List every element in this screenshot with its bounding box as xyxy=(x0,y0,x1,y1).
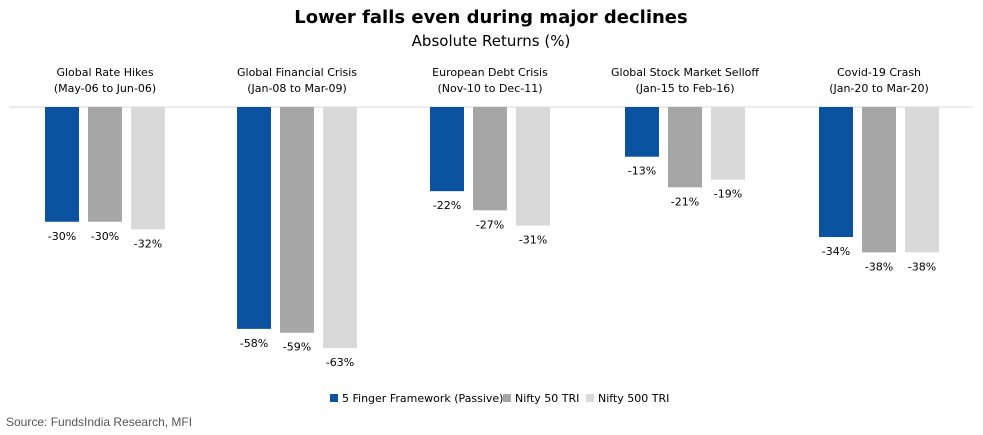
chart-subtitle: Absolute Returns (%) xyxy=(412,32,571,50)
data-label: -22% xyxy=(433,199,461,212)
bar xyxy=(280,107,314,333)
bar xyxy=(430,107,464,192)
legend-label: Nifty 50 TRI xyxy=(515,392,579,405)
bar xyxy=(45,107,79,222)
data-label: -30% xyxy=(91,230,119,243)
bar xyxy=(625,107,659,157)
bar xyxy=(516,107,550,226)
data-label: -30% xyxy=(48,230,76,243)
data-label: -38% xyxy=(908,260,936,273)
chart-title: Lower falls even during major declines xyxy=(294,7,687,28)
group-label-period: (May-06 to Jun-06) xyxy=(54,82,156,95)
bar xyxy=(131,107,165,230)
bar xyxy=(473,107,507,211)
group-label-name: Covid-19 Crash xyxy=(837,66,921,79)
bar xyxy=(88,107,122,222)
legend-swatch xyxy=(586,394,594,402)
legend-label: Nifty 500 TRI xyxy=(598,392,669,405)
group-label-name: Global Rate Hikes xyxy=(56,66,153,79)
data-label: -13% xyxy=(628,165,656,178)
data-label: -58% xyxy=(240,337,268,350)
data-label: -34% xyxy=(822,245,850,258)
legend-swatch xyxy=(330,394,338,402)
data-label: -32% xyxy=(134,237,162,250)
group-label-period: (Jan-20 to Mar-20) xyxy=(829,82,929,95)
legend: 5 Finger Framework (Passive) Nifty 50 TRI… xyxy=(330,392,669,405)
bar xyxy=(862,107,896,253)
bar xyxy=(905,107,939,253)
data-label: -21% xyxy=(671,195,699,208)
data-label: -59% xyxy=(283,341,311,354)
bar xyxy=(711,107,745,180)
group-label-name: European Debt Crisis xyxy=(432,66,548,79)
group-label-name: Global Stock Market Selloff xyxy=(611,66,759,79)
bar xyxy=(323,107,357,348)
legend-label: 5 Finger Framework (Passive) xyxy=(342,392,503,405)
data-label: -19% xyxy=(714,188,742,201)
legend-swatch xyxy=(503,394,511,402)
source-note: Source: FundsIndia Research, MFI xyxy=(6,415,193,429)
group-label-period: (Nov-10 to Dec-11) xyxy=(437,82,542,95)
bar xyxy=(237,107,271,329)
group-label-name: Global Financial Crisis xyxy=(237,66,357,79)
data-label: -63% xyxy=(326,356,354,369)
bar xyxy=(668,107,702,188)
group-label-period: (Jan-08 to Mar-09) xyxy=(247,82,347,95)
group-label-period: (Jan-15 to Feb-16) xyxy=(636,82,735,95)
data-label: -38% xyxy=(865,260,893,273)
data-label: -27% xyxy=(476,218,504,231)
data-label: -31% xyxy=(519,234,547,247)
bar xyxy=(819,107,853,238)
